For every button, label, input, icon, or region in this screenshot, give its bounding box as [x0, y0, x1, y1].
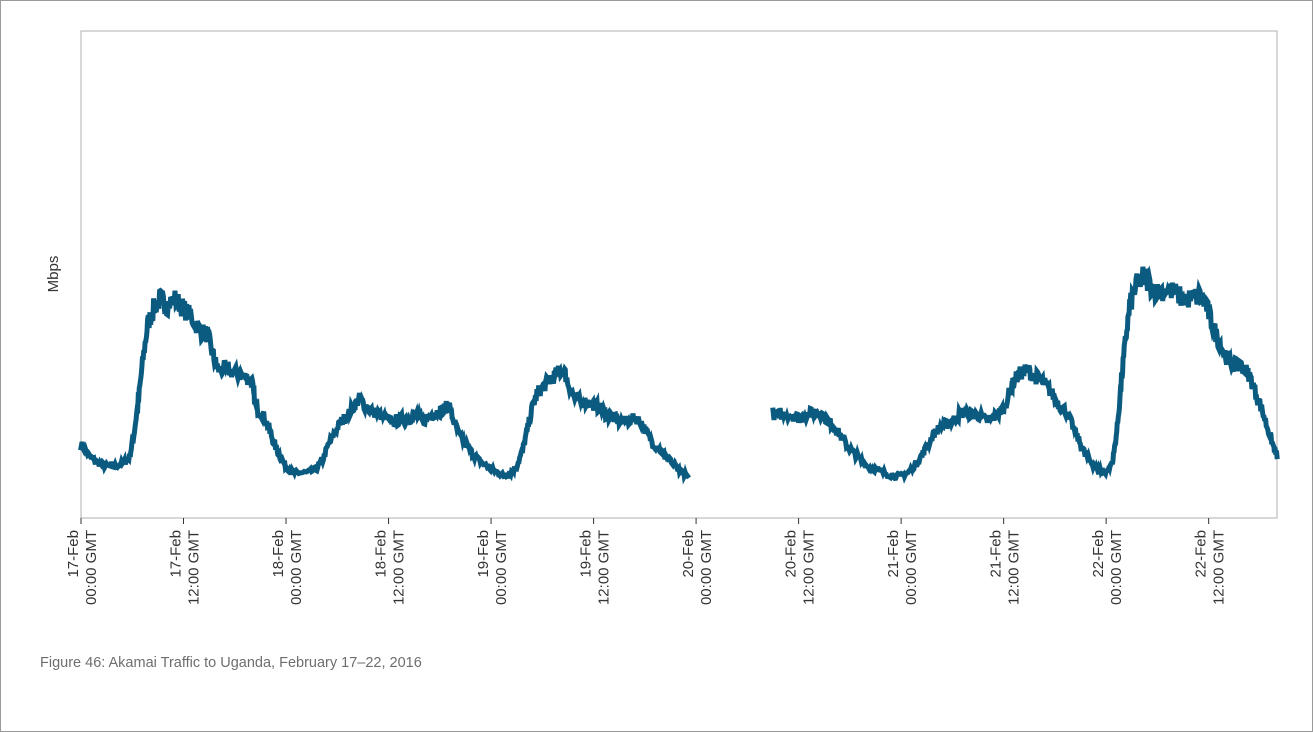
x-tick-label-time: 12:00 GMT — [596, 530, 613, 605]
x-tick-label-date: 18-Feb — [270, 530, 287, 578]
x-tick-label-date: 19-Feb — [578, 530, 595, 578]
x-tick-label-date: 17-Feb — [65, 530, 82, 578]
x-tick-label-date: 21-Feb — [885, 530, 902, 578]
x-tick-label-time: 12:00 GMT — [391, 530, 408, 605]
x-axis: 17-Feb 00:00 GMT 17-Feb 12:00 GMT 18-Feb 00:0… — [65, 518, 1228, 605]
figure-caption: Figure 46: Akamai Traffic to Uganda, Feb… — [40, 655, 422, 671]
x-tick-label-time: 12:00 GMT — [1006, 530, 1023, 605]
x-tick-label-date: 17-Feb — [168, 530, 185, 578]
x-tick-label-time: 00:00 GMT — [1108, 530, 1125, 605]
x-tick-label-date: 19-Feb — [475, 530, 492, 578]
x-tick-label-date: 18-Feb — [373, 530, 390, 578]
x-tick-label-date: 20-Feb — [680, 530, 697, 578]
x-tick-label-time: 00:00 GMT — [903, 530, 920, 605]
series-layer — [78, 265, 1280, 485]
x-tick-label-date: 21-Feb — [988, 530, 1005, 578]
x-tick-label-date: 22-Feb — [1090, 530, 1107, 578]
x-tick-label-time: 12:00 GMT — [801, 530, 818, 605]
x-tick-label-time: 12:00 GMT — [186, 530, 203, 605]
x-tick-label-time: 00:00 GMT — [698, 530, 715, 605]
y-axis-label: Mbps — [45, 256, 62, 293]
series-line-segment-2 — [770, 265, 1280, 484]
x-tick-label-time: 12:00 GMT — [1211, 530, 1228, 605]
x-tick-label-date: 22-Feb — [1193, 530, 1210, 578]
x-tick-label-time: 00:00 GMT — [288, 530, 305, 605]
plot-area — [80, 30, 1278, 519]
x-tick-label-date: 20-Feb — [783, 530, 800, 578]
x-tick-label-time: 00:00 GMT — [83, 530, 100, 605]
series-line-segment-1 — [78, 287, 691, 485]
x-tick-label-time: 00:00 GMT — [493, 530, 510, 605]
